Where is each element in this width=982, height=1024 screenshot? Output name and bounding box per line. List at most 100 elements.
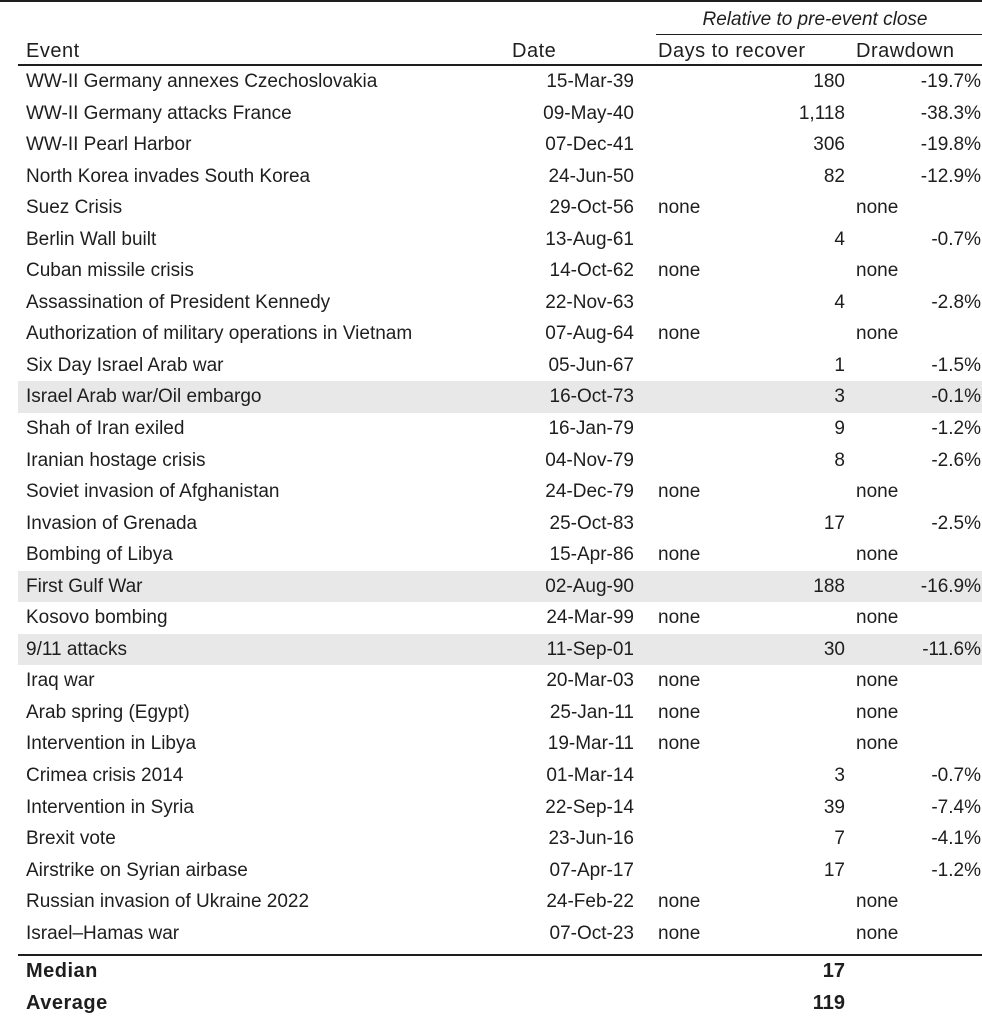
event-date: 07-Oct-23 (549, 922, 634, 944)
drawdown: -0.7% (931, 228, 981, 250)
days-to-recover: 8 (834, 449, 845, 471)
event-name: Israel–Hamas war (26, 922, 180, 944)
event-name: Crimea crisis 2014 (26, 765, 184, 787)
days-to-recover: none (658, 891, 701, 913)
event-date: 05-Jun-67 (548, 354, 634, 376)
drawdown: none (856, 197, 899, 219)
event-name: Berlin Wall built (26, 228, 157, 250)
table-row: Bombing of Libya 15-Apr-86 none none (18, 539, 982, 571)
event-date: 19-Mar-11 (547, 733, 634, 755)
days-to-recover: none (658, 670, 701, 692)
table-row: 9/11 attacks 11-Sep-01 30 -11.6% (18, 633, 982, 666)
days-to-recover: 17 (823, 859, 845, 881)
event-date: 07-Aug-64 (545, 323, 634, 345)
table-row: Brexit vote 23-Jun-16 7 -4.1% (18, 823, 982, 855)
drawdown: -1.2% (931, 859, 981, 881)
event-name: WW-II Germany annexes Czechoslovakia (26, 71, 378, 92)
event-name: First Gulf War (26, 575, 143, 597)
group-header-title: Relative to pre-event close (702, 9, 928, 30)
column-header-event: Event (26, 40, 80, 62)
event-date: 29-Oct-56 (549, 197, 634, 219)
summary-rule (18, 954, 982, 956)
drawdown: -0.1% (931, 386, 981, 408)
table-row: Six Day Israel Arab war 05-Jun-67 1 -1.5% (18, 350, 982, 382)
event-date: 01-Mar-14 (546, 765, 634, 787)
days-to-recover: 306 (813, 134, 845, 156)
days-to-recover: 180 (813, 71, 845, 92)
table-row: Berlin Wall built 13-Aug-61 4 -0.7% (18, 224, 982, 256)
drawdown: -2.6% (931, 449, 981, 471)
table-row: Suez Crisis 29-Oct-56 none none (18, 192, 982, 224)
days-to-recover: 17 (823, 512, 845, 534)
event-name: Intervention in Libya (26, 733, 197, 755)
days-to-recover: 30 (823, 638, 845, 660)
event-name: Six Day Israel Arab war (26, 354, 224, 376)
days-to-recover: none (658, 481, 701, 503)
table-row: Crimea crisis 2014 01-Mar-14 3 -0.7% (18, 760, 982, 792)
event-name: Iranian hostage crisis (26, 449, 206, 471)
event-name: Cuban missile crisis (26, 260, 194, 282)
drawdown: -1.2% (931, 418, 981, 440)
table-row: Intervention in Libya 19-Mar-11 none none (18, 728, 982, 760)
event-name: Shah of Iran exiled (26, 418, 185, 440)
days-to-recover: none (658, 701, 701, 723)
event-name: Assassination of President Kennedy (26, 291, 331, 313)
event-name: Suez Crisis (26, 197, 123, 219)
event-name: North Korea invades South Korea (26, 165, 311, 187)
table-row: Iranian hostage crisis 04-Nov-79 8 -2.6% (18, 445, 982, 477)
event-date: 24-Mar-99 (546, 607, 634, 629)
drawdown: -19.8% (920, 134, 981, 156)
summary-label: Average (26, 992, 108, 1014)
days-to-recover: none (658, 544, 701, 566)
drawdown: none (856, 922, 899, 944)
event-date: 24-Jun-50 (548, 165, 634, 187)
summary-days-value: 119 (812, 992, 845, 1014)
table-row: Israel–Hamas war 07-Oct-23 none none (18, 918, 982, 950)
event-date: 25-Jan-11 (549, 701, 634, 723)
table-row: WW-II Germany attacks France 09-May-40 1,1… (18, 98, 982, 130)
table-row: North Korea invades South Korea 24-Jun-50… (18, 161, 982, 193)
table-body: WW-II Germany annexes Czechoslovakia 15-M… (18, 66, 982, 949)
top-rule (0, 0, 982, 2)
group-header: Relative to pre-event close (656, 4, 982, 35)
table-row: Invasion of Grenada 25-Oct-83 17 -2.5% (18, 508, 982, 540)
event-name: Russian invasion of Ukraine 2022 (26, 891, 310, 913)
days-to-recover: 7 (834, 828, 845, 850)
table-row: WW-II Germany annexes Czechoslovakia 15-M… (18, 66, 982, 98)
event-date: 02-Aug-90 (545, 575, 634, 597)
drawdown: -1.5% (931, 354, 981, 376)
event-date: 14-Oct-62 (549, 260, 634, 282)
event-date: 16-Oct-73 (549, 386, 634, 408)
days-to-recover: 3 (834, 386, 845, 408)
days-to-recover: 9 (834, 418, 845, 440)
drawdown: none (856, 260, 899, 282)
column-header-drawdown: Drawdown (856, 40, 955, 62)
event-name: Bombing of Libya (26, 544, 173, 566)
group-header-rule (656, 34, 982, 35)
event-date: 07-Dec-41 (545, 134, 634, 156)
event-name: Authorization of military operations in … (26, 323, 413, 345)
days-to-recover: 82 (823, 165, 845, 187)
event-name: Intervention in Syria (26, 796, 194, 818)
event-name: 9/11 attacks (26, 638, 128, 660)
event-name: Airstrike on Syrian airbase (26, 859, 248, 881)
summary-row: Average 119 (18, 988, 982, 1020)
event-date: 15-Mar-39 (546, 71, 634, 92)
days-to-recover: none (658, 197, 701, 219)
days-to-recover: 1 (834, 354, 845, 376)
drawdown: none (856, 701, 899, 723)
event-date: 22-Nov-63 (545, 291, 634, 313)
days-to-recover: 39 (823, 796, 845, 818)
table-row: Arab spring (Egypt) 25-Jan-11 none none (18, 697, 982, 729)
days-to-recover: none (658, 323, 701, 345)
event-date: 20-Mar-03 (546, 670, 634, 692)
drawdown: none (856, 733, 899, 755)
event-name: WW-II Pearl Harbor (26, 134, 192, 156)
drawdown: -11.6% (922, 638, 981, 660)
event-name: Soviet invasion of Afghanistan (26, 481, 280, 503)
event-name: WW-II Germany attacks France (26, 102, 292, 124)
drawdown: -7.4% (931, 796, 981, 818)
drawdown: -38.3% (920, 102, 981, 124)
drawdown: -4.1% (931, 828, 981, 850)
